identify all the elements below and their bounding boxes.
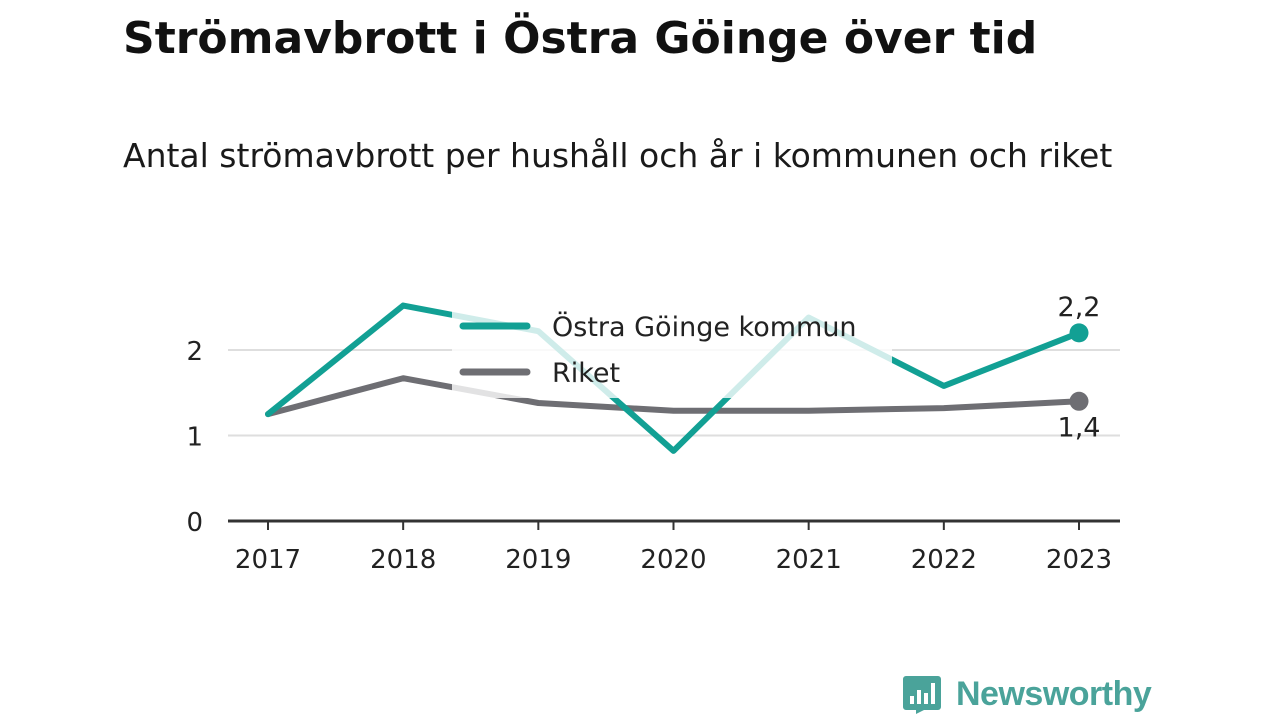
legend-label: Riket	[552, 358, 620, 389]
chart-title: Strömavbrott i Östra Göinge över tid	[123, 13, 1038, 64]
chart-subtitle: Antal strömavbrott per hushåll och år i …	[123, 136, 1113, 175]
end-value-label: 2,2	[1058, 292, 1101, 323]
series-line	[265, 375, 1082, 418]
end-value-label: 1,4	[1058, 412, 1101, 443]
y-tick-label: 1	[186, 423, 203, 453]
newsworthy-logo-text: Newsworthy	[956, 674, 1152, 713]
y-tick-label: 0	[186, 508, 203, 538]
series-end-point	[1069, 391, 1089, 411]
series-line	[265, 302, 1082, 454]
y-tick-label: 2	[186, 337, 203, 367]
x-tick-label: 2023	[1046, 545, 1112, 575]
legend-label: Östra Göinge kommun	[552, 311, 857, 343]
newsworthy-logo-icon	[903, 676, 941, 714]
newsworthy-logo: Newsworthy	[902, 670, 1152, 718]
x-tick-label: 2019	[505, 545, 571, 575]
legend-background	[452, 298, 892, 398]
x-tick-label: 2021	[776, 545, 842, 575]
series-end-point	[1069, 323, 1089, 343]
x-tick-label: 2017	[235, 545, 301, 575]
x-tick-label: 2018	[370, 545, 436, 575]
x-tick-label: 2022	[911, 545, 977, 575]
x-tick-label: 2020	[640, 545, 706, 575]
